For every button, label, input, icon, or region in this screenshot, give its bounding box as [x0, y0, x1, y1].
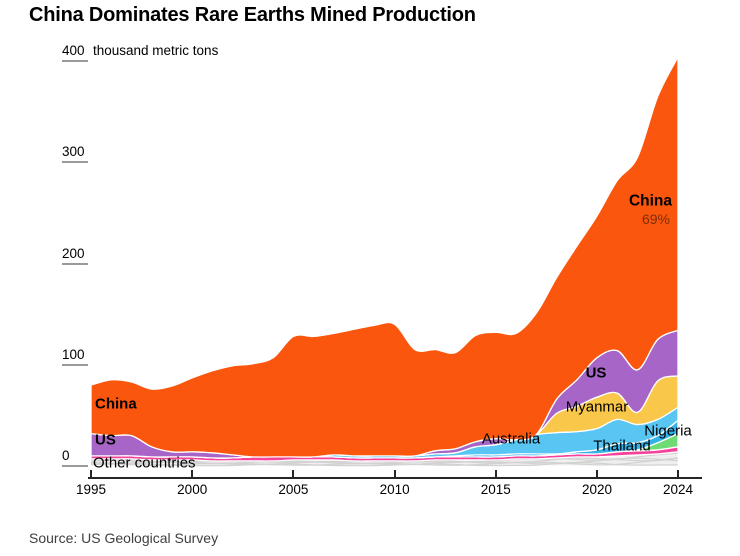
y-tick-200: 200: [62, 246, 88, 265]
y-tick-300: 300: [62, 144, 88, 164]
chart-label-china-right: China: [628, 192, 672, 210]
other-countries-strand: [90, 457, 679, 465]
y-tick-400: 400 thousand metric tons: [62, 43, 218, 62]
chart-label-us-right: US: [585, 364, 607, 382]
x-tick-label-2020: 2020: [582, 482, 613, 497]
other-countries-strand: [90, 457, 679, 466]
chart-label-china-left: China: [95, 395, 137, 413]
area-china: [90, 56, 679, 458]
y-tick-0: 0: [62, 448, 88, 467]
chart-label-myanmar: Myanmar: [565, 398, 629, 416]
y-axis-unit-label: thousand metric tons: [93, 43, 219, 58]
chart-label-us-left: US: [95, 431, 116, 449]
y-tick-dash: [62, 363, 88, 366]
y-tick-dash: [62, 262, 88, 265]
y-tick-label: 400: [62, 43, 85, 58]
x-tick-mark-2020: [596, 470, 599, 477]
x-tick-label-2010: 2010: [379, 482, 410, 497]
x-tick-mark-2000: [191, 470, 194, 477]
chart-title: China Dominates Rare Earths Mined Produc…: [29, 4, 476, 26]
y-tick-label: 300: [62, 144, 85, 160]
x-tick-mark-1995: [90, 470, 92, 477]
x-tick-label-2000: 2000: [177, 482, 208, 497]
y-tick-dash: [62, 60, 88, 62]
source-note: Source: US Geological Survey: [29, 530, 219, 546]
chart-label-china-share: 69%: [641, 211, 670, 227]
x-tick-label-2015: 2015: [480, 482, 511, 497]
x-tick-label-2024: 2024: [662, 482, 694, 497]
x-tick-label-1995: 1995: [75, 482, 107, 497]
y-tick-label: 100: [62, 346, 85, 362]
y-tick-100: 100: [62, 347, 88, 366]
chart-label-nigeria: Nigeria: [644, 422, 692, 440]
x-tick-mark-2005: [292, 470, 295, 477]
chart-label-australia: Australia: [481, 430, 541, 448]
x-tick-mark-2024: [677, 470, 679, 477]
y-tick-dash: [62, 465, 88, 467]
x-axis-line: [88, 477, 702, 479]
x-tick-mark-2010: [393, 470, 396, 477]
x-tick-mark-2015: [494, 470, 497, 477]
y-tick-label: 200: [62, 245, 85, 261]
chart-label-thailand: Thailand: [593, 437, 651, 455]
chart-label-other-countries: Other countries: [93, 454, 196, 472]
y-tick-dash: [62, 161, 88, 164]
y-tick-label: 0: [62, 448, 70, 463]
x-tick-label-2005: 2005: [278, 482, 309, 497]
